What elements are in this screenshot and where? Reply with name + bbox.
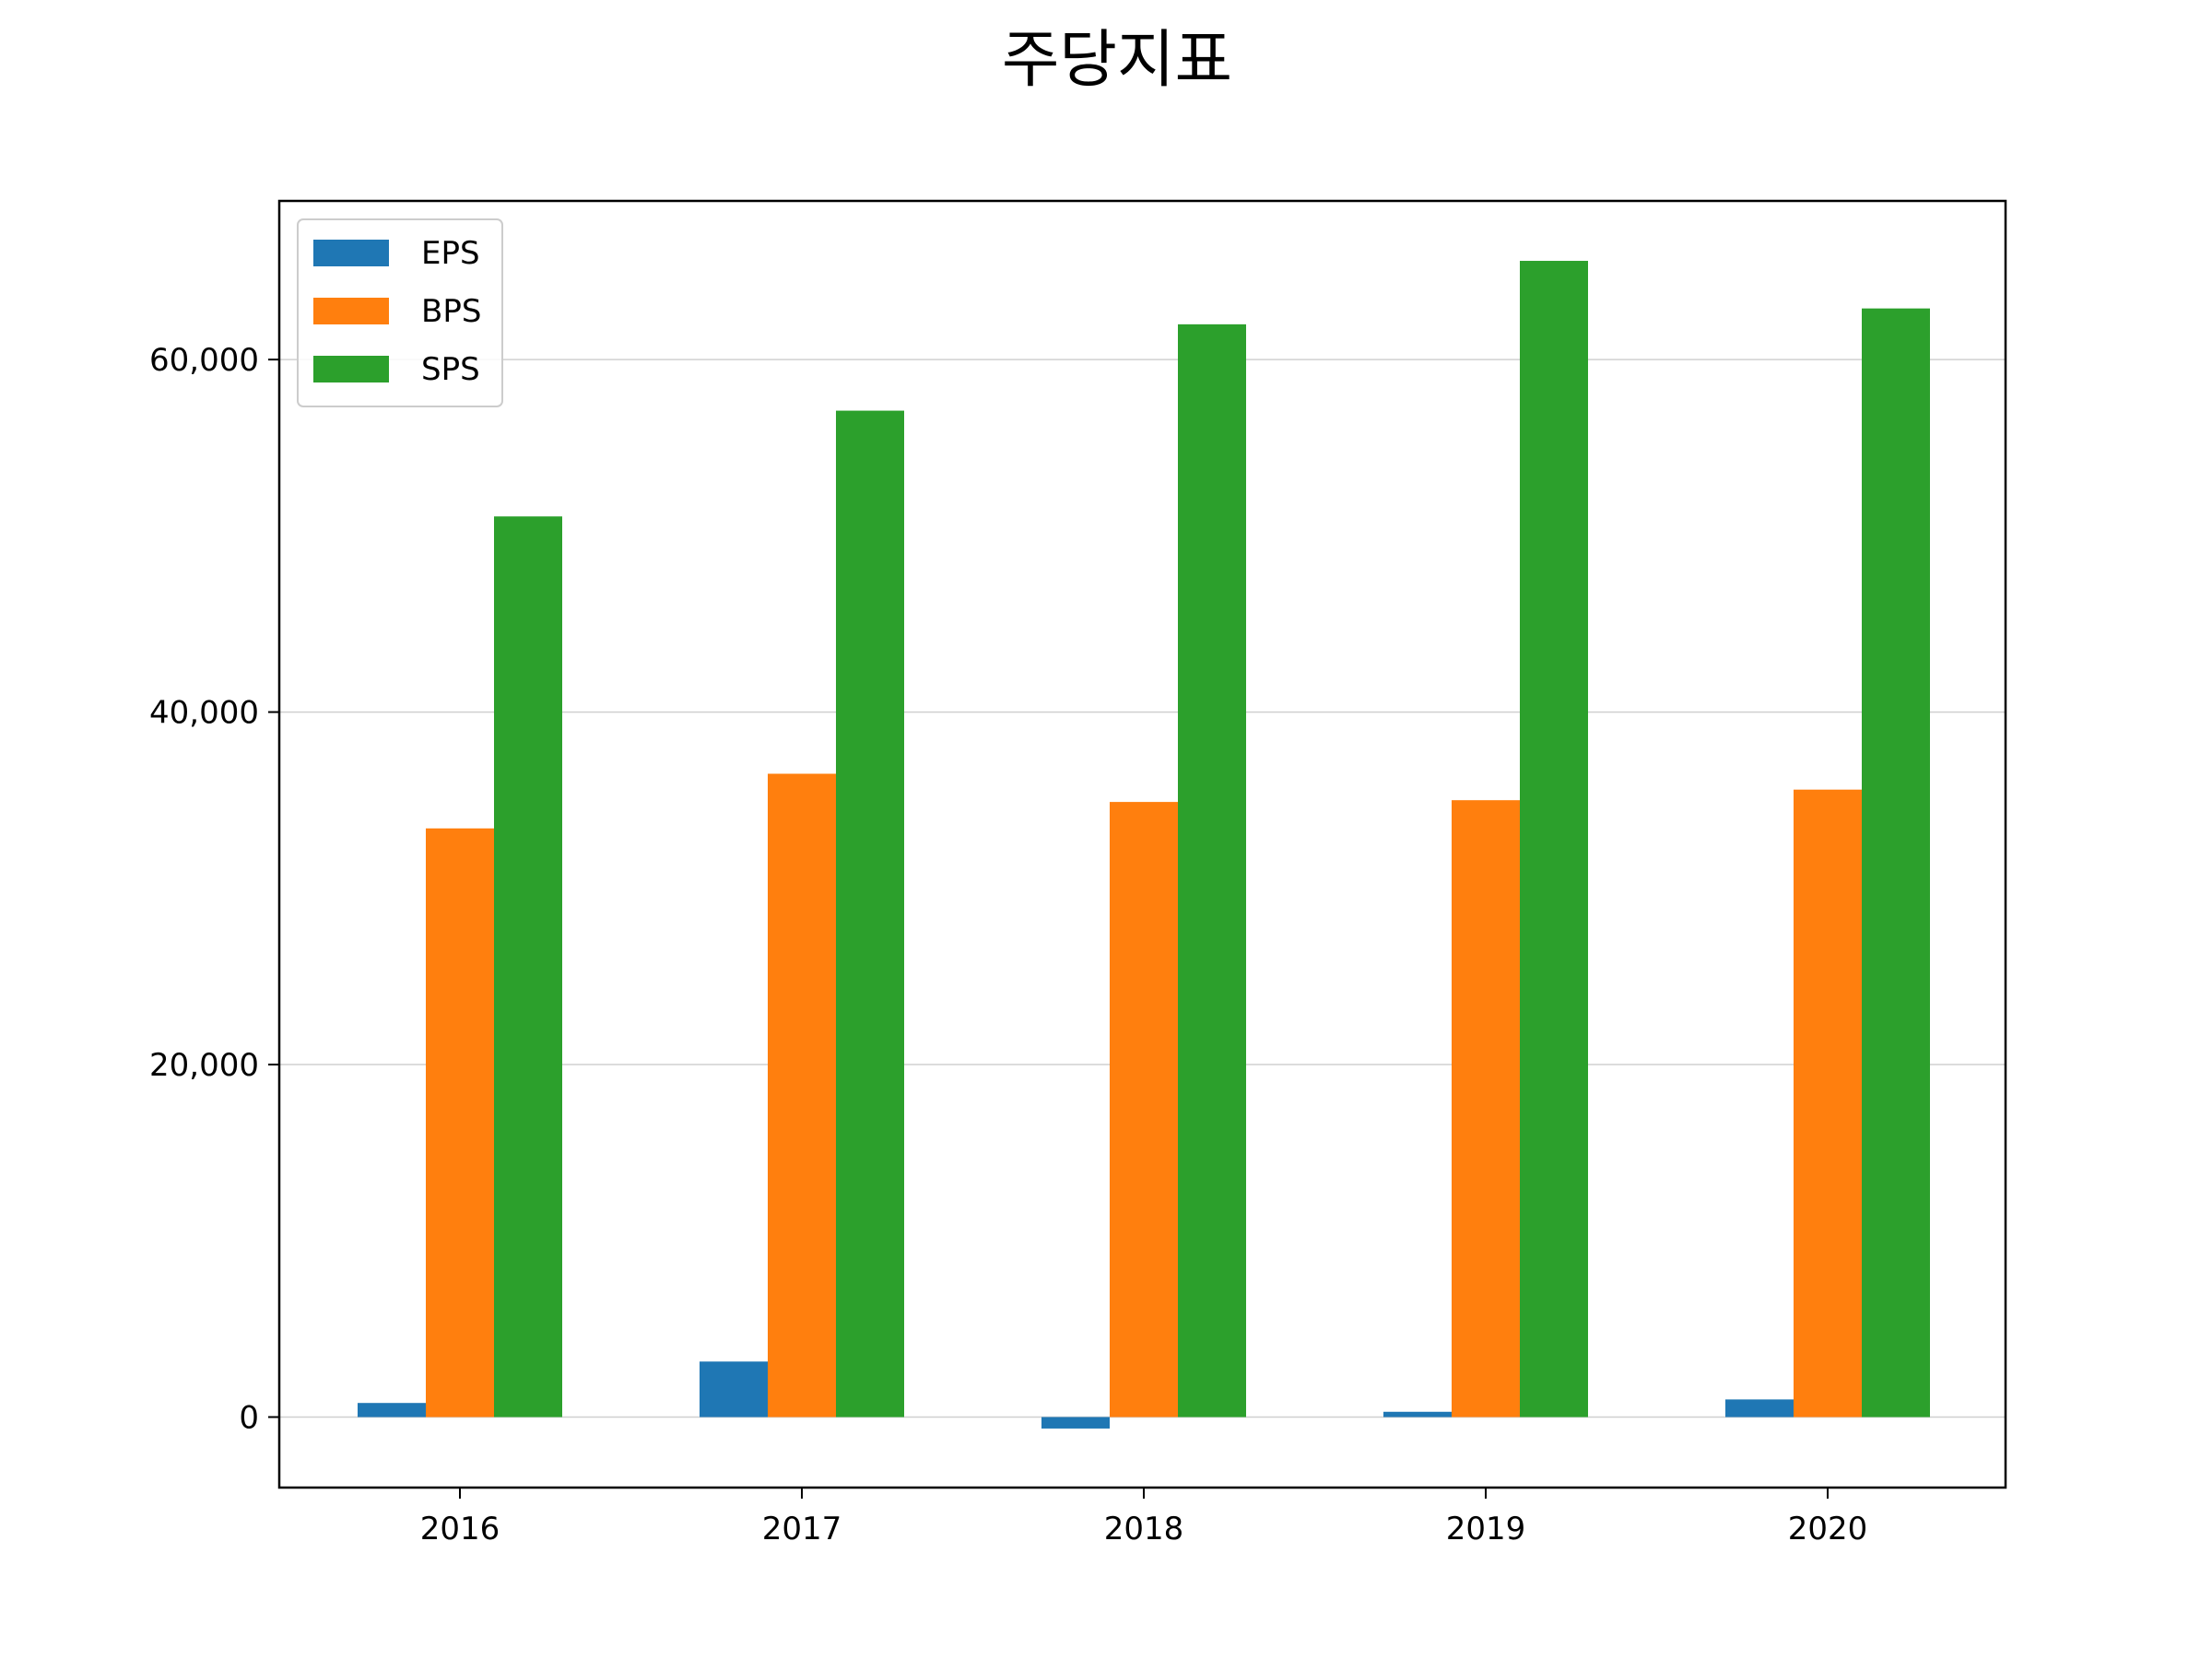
y-tick-label: 40,000 — [149, 695, 259, 732]
bar-bps-2020 — [1794, 789, 1862, 1418]
y-tick-label: 60,000 — [149, 342, 259, 379]
chart-title: 주당지표 — [1002, 24, 1232, 97]
bars — [358, 261, 1930, 1429]
legend-swatch-sps — [313, 356, 389, 382]
y-axis: 0 20,000 40,000 60,000 — [149, 342, 279, 1437]
x-tick-label: 2020 — [1788, 1511, 1868, 1547]
bar-bps-2017 — [768, 773, 836, 1418]
bar-sps-2018 — [1178, 324, 1246, 1418]
legend-label-eps: EPS — [421, 235, 480, 272]
x-axis: 2016 2017 2018 2019 2020 — [420, 1488, 1868, 1547]
bar-sps-2017 — [836, 410, 904, 1418]
bar-bps-2018 — [1110, 802, 1178, 1418]
legend-label-sps: SPS — [421, 351, 480, 388]
bar-bps-2019 — [1452, 800, 1520, 1418]
legend-swatch-bps — [313, 298, 389, 324]
bar-sps-2020 — [1862, 308, 1930, 1418]
bar-eps-2016 — [358, 1403, 426, 1418]
bar-eps-2019 — [1383, 1411, 1452, 1418]
legend: EPS BPS SPS — [297, 218, 503, 407]
legend-swatch-eps — [313, 240, 389, 266]
x-tick-label: 2017 — [762, 1511, 842, 1547]
bar-eps-2020 — [1725, 1399, 1794, 1418]
bar-eps-2017 — [700, 1361, 768, 1418]
x-tick-label: 2016 — [420, 1511, 500, 1547]
legend-label-bps: BPS — [421, 293, 481, 330]
plot-frame — [277, 199, 2007, 1489]
bar-sps-2019 — [1520, 261, 1588, 1418]
bar-sps-2016 — [494, 516, 562, 1418]
x-tick-label: 2019 — [1446, 1511, 1526, 1547]
bar-eps-2018 — [1041, 1417, 1110, 1429]
y-tick-label: 20,000 — [149, 1047, 259, 1084]
bar-bps-2016 — [426, 828, 494, 1418]
y-tick-label: 0 — [239, 1400, 259, 1437]
x-tick-label: 2018 — [1104, 1511, 1184, 1547]
